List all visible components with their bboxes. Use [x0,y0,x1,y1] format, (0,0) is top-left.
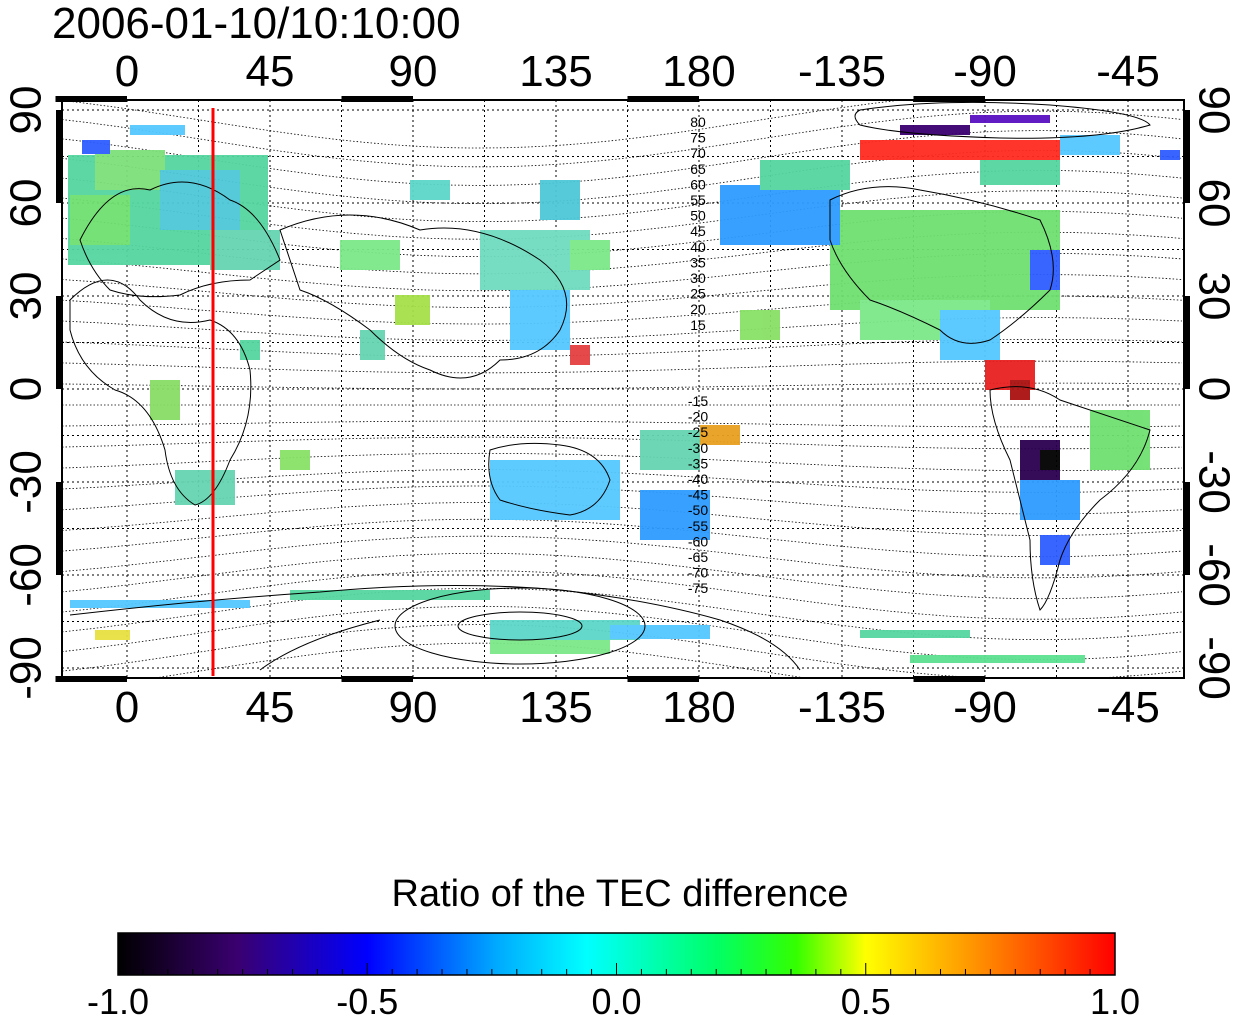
axis-band [1184,110,1190,203]
mlat-label: 15 [690,317,706,333]
mlat-label: -50 [688,502,708,518]
tick-label: -90 [2,636,51,700]
mlat-label: -65 [688,549,708,565]
tick-label: 90 [389,47,438,96]
mlat-label: 35 [690,254,706,270]
contour-line [62,360,1183,374]
tick-label: 60 [1190,179,1239,228]
mlat-label: -40 [688,471,708,487]
colorbar-tick-label: 1.0 [1089,981,1141,1022]
contour-line [62,588,1183,640]
mlat-label: 75 [690,130,706,146]
tick-label: 0 [115,683,139,732]
axis-band [627,676,699,682]
mlat-label: 60 [690,176,706,192]
coastlines [69,101,1151,671]
axis-band [56,482,62,575]
contour-line [62,190,1183,240]
mlat-label: -55 [688,518,708,534]
contour-line [62,502,1183,536]
axis-band [913,96,985,102]
mlat-label: 25 [690,286,706,302]
colorbar-minor-ticks [117,963,1116,975]
mlat-label: 30 [690,270,706,286]
tick-label: 45 [246,683,295,732]
contour-line [62,382,1183,390]
axis-band [1184,482,1190,575]
tick-label: 180 [662,47,735,96]
mlat-label: 65 [690,161,706,177]
mlat-label: 40 [690,239,706,255]
axis-band [56,110,62,203]
mlat-label: 20 [690,301,706,317]
mlat-label: 80 [690,114,706,130]
mlat-label: -70 [688,565,708,581]
tick-label: 90 [389,683,438,732]
tick-label: 135 [519,683,592,732]
tick-label: 180 [662,683,735,732]
mlat-label: -15 [688,393,708,409]
contour-line [62,485,1183,515]
axis-band [627,96,699,102]
tick-label: -90 [1190,636,1239,700]
mlat-label: 55 [690,192,706,208]
mlat-label: -60 [688,533,708,549]
contour-line [62,452,1183,472]
tick-label: 0 [1190,377,1239,401]
mlat-label: 70 [690,145,706,161]
mlat-label: -75 [688,580,708,596]
axis-band [913,676,985,682]
mlat-label: -45 [688,487,708,503]
colorbar-label: Ratio of the TEC difference [391,873,849,915]
y-axis-left: 90 60 30 0 -30 -60 -90 [2,86,62,700]
tick-label: 135 [519,47,592,96]
tick-label: 90 [2,86,51,135]
y-axis-right: 90 60 30 0 -30 -60 -90 [1184,86,1239,700]
colorbar-tick-label: -0.5 [336,981,399,1022]
tick-label: -60 [2,543,51,607]
tick-label: -60 [1190,543,1239,607]
plot-title: 2006-01-10/10:10:00 [52,0,461,48]
tick-label: -135 [798,47,886,96]
tick-label: -45 [1096,47,1160,96]
tick-label: 30 [1190,272,1239,321]
axis-band [1184,296,1190,389]
tick-label: 90 [1190,86,1239,135]
tick-label: -90 [953,47,1017,96]
tick-label: 0 [115,47,139,96]
colorbar-tick-label: 0.0 [591,981,642,1022]
axis-band [341,676,413,682]
axis-band [341,96,413,102]
contour-line [62,436,1183,450]
mlat-label: 45 [690,223,706,239]
x-axis-bottom: 0 45 90 135 180 -135 -90 -45 [55,676,1160,732]
tick-label: -90 [953,683,1017,732]
colorbar-tick-label: 0.5 [840,981,891,1022]
mlat-label: -30 [688,440,708,456]
tick-label: 45 [246,47,295,96]
contour-line [62,570,1183,620]
mlat-label: -35 [688,455,708,471]
contour-line [62,469,1183,493]
tick-label: -45 [1096,683,1160,732]
tick-label: 60 [2,179,51,228]
contour-line [62,317,1183,341]
tec-data-patches [68,115,1180,663]
x-axis-top: 0 45 90 135 180 -135 -90 -45 [55,47,1160,102]
tick-label: -135 [798,683,886,732]
axis-band [55,676,127,682]
mlat-label: -25 [688,424,708,440]
axis-band [55,96,127,102]
colorbar-tick-label: -1.0 [86,981,150,1022]
axis-band [56,296,62,389]
tick-label: 30 [2,272,51,321]
mlat-label: -20 [688,409,708,425]
tick-label: -30 [1190,450,1239,514]
contour-line [62,420,1183,428]
tick-label: 0 [2,377,51,401]
tick-label: -30 [2,450,51,514]
mlat-label: 50 [690,208,706,224]
